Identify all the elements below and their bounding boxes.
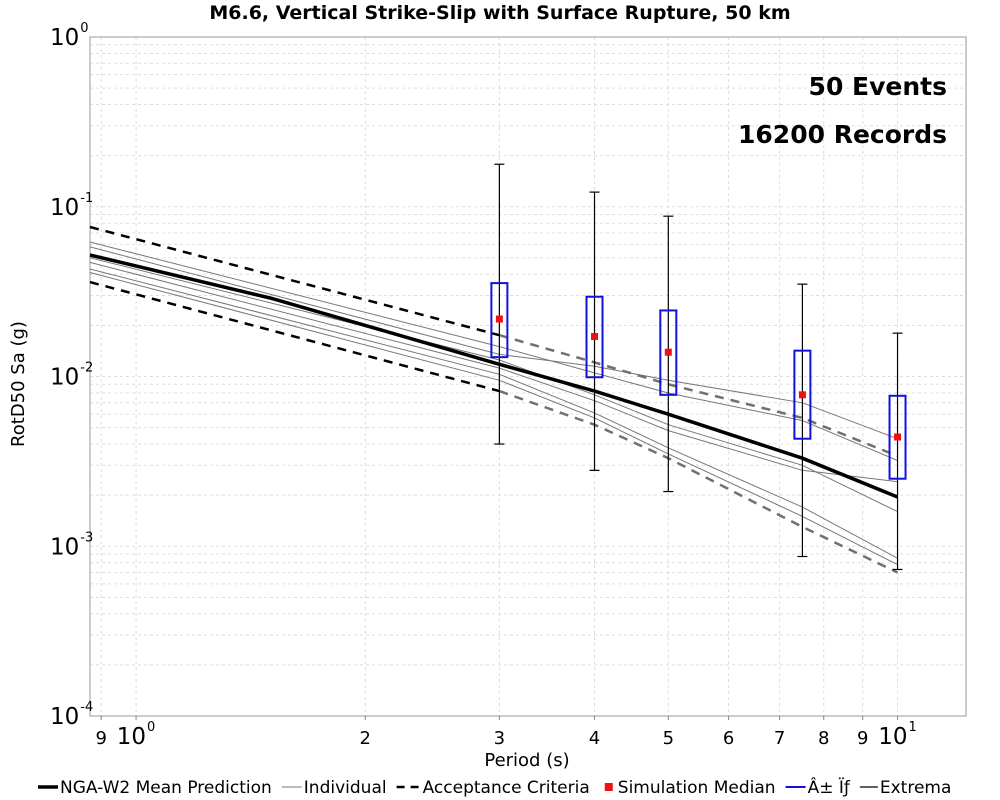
individual-line [89,272,898,566]
acceptance-upper-extended-line [499,333,898,458]
x-axis-label: Period (s) [484,750,569,771]
chart-title: M6.6, Vertical Strike-Slip with Surface … [209,2,790,24]
median-marker [664,348,672,356]
sigma-box [793,349,812,440]
acceptance-upper-line [89,225,500,337]
legend-label-sigma: Â± Ïƒ [808,776,851,798]
y-tick-label: 10-4 [50,700,93,730]
acceptance-lower-extended-line [498,389,899,574]
sigma-box [659,309,678,396]
legend-label-mean: NGA-W2 Mean Prediction [60,778,272,798]
median-marker [591,333,599,341]
legend-label-median: Simulation Median [618,778,776,798]
annotation-records: 16200 Records [738,120,947,149]
y-axis-label: RotD50 Sa (g) [8,321,29,447]
median-marker [894,433,902,441]
x-tick-label: 2 [360,728,371,749]
acceptance-lower-line [89,280,500,393]
y-tick-label: 10-2 [50,361,93,391]
plot-area [89,36,967,717]
median-marker [798,391,806,399]
median-marker [495,315,503,323]
x-tick-label: 3 [494,728,505,749]
x-tick-label: 9 [95,728,106,749]
sigma-box [585,295,604,379]
individual-line [89,261,898,483]
legend: NGA-W2 Mean Prediction Individual Acceptan… [38,776,951,798]
series-marks [490,163,907,571]
y-tick-label: 100 [50,21,89,51]
x-tick-label: 100 [117,720,156,750]
mean-prediction-line [89,253,899,499]
annotation-events: 50 Events [809,72,947,101]
x-tick-label: 4 [589,728,600,749]
grid [90,37,966,716]
x-tick-label: 9 [857,728,868,749]
individual-line [89,268,898,559]
legend-label-acceptance: Acceptance Criteria [423,778,590,798]
individual-line [89,241,898,461]
individual-line [89,246,898,440]
y-tick-label: 10-1 [50,191,93,221]
x-axis-ticks: 9 100 2 3 4 5 6 7 8 9 101 [95,716,917,750]
x-tick-label: 6 [723,728,734,749]
legend-label-extrema: Extrema [880,778,952,798]
legend-swatch-median [604,783,613,791]
sigma-box [490,282,509,359]
series-lines [89,225,899,574]
x-tick-label: 7 [774,728,785,749]
x-tick-label: 5 [663,728,674,749]
x-tick-label: 101 [878,720,917,750]
x-tick-label: 8 [818,728,829,749]
y-axis-ticks: 10-4 10-3 10-2 10-1 100 [50,21,93,730]
y-tick-label: 10-3 [50,530,93,560]
legend-label-individual: Individual [304,778,387,798]
sigma-box [888,394,907,480]
